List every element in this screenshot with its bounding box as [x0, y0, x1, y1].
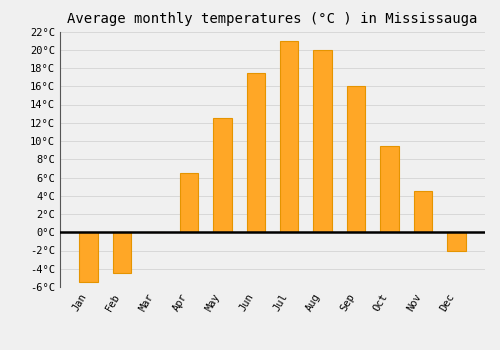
Bar [414, 191, 432, 232]
Bar [314, 50, 332, 232]
Bar [347, 86, 366, 232]
Bar [448, 232, 466, 251]
Bar [80, 232, 98, 282]
Bar [213, 118, 232, 232]
Bar [113, 232, 131, 273]
Bar [246, 72, 265, 232]
Title: Average monthly temperatures (°C ) in Mississauga: Average monthly temperatures (°C ) in Mi… [68, 12, 478, 26]
Bar [280, 41, 298, 232]
Bar [180, 173, 198, 232]
Bar [380, 146, 399, 232]
